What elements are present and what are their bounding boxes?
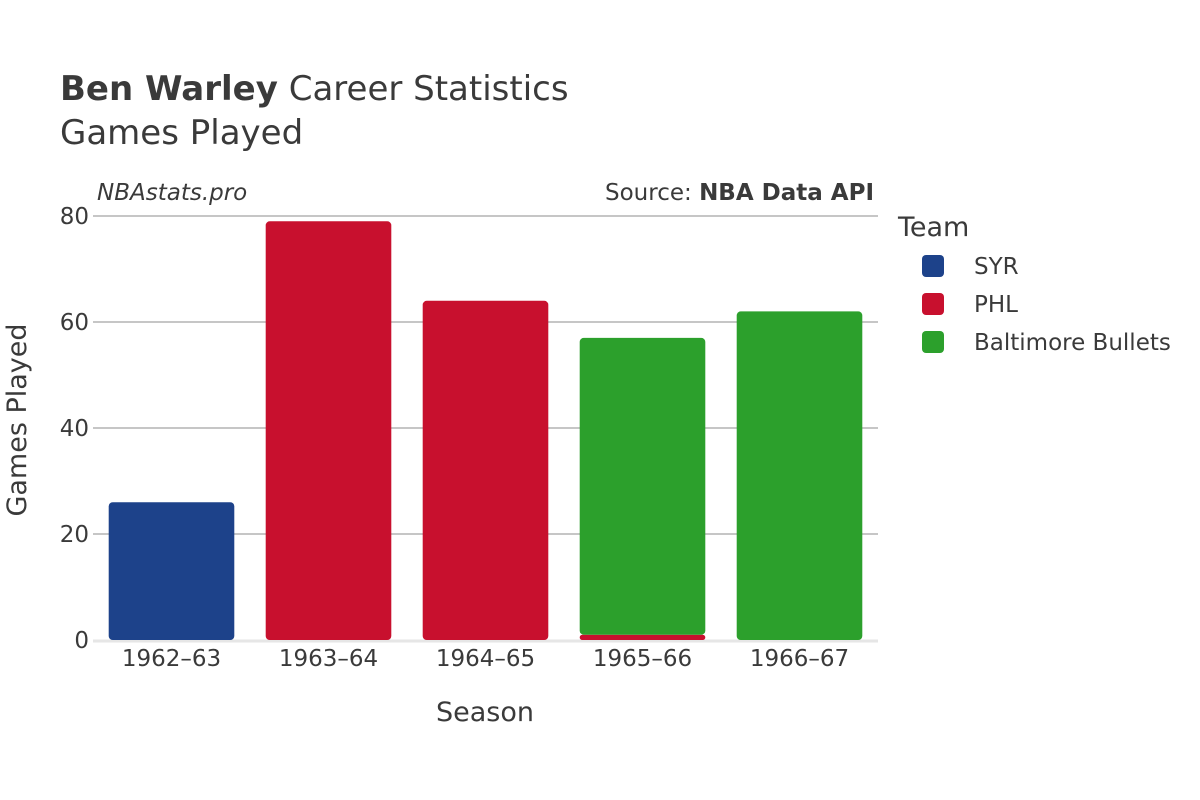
legend-title: Team xyxy=(897,212,969,243)
legend-label: Baltimore Bullets xyxy=(974,330,1171,356)
x-tick-label: 1963–64 xyxy=(279,646,378,672)
legend-label: SYR xyxy=(974,254,1019,280)
bar-baltimore-bullets xyxy=(736,311,863,640)
source-name: NBA Data API xyxy=(699,180,874,206)
player-name: Ben Warley xyxy=(60,69,278,109)
x-tick-labels: 1962–63 1963–64 1964–65 1965–66 1966–67 xyxy=(122,646,849,672)
y-tick-label: 60 xyxy=(60,310,89,336)
source-prefix: Source: xyxy=(605,180,699,206)
legend-swatch xyxy=(922,255,944,277)
chart-subtitle: Games Played xyxy=(60,113,303,153)
x-tick-label: 1964–65 xyxy=(436,646,535,672)
legend-label: PHL xyxy=(974,292,1018,318)
y-tick-label: 80 xyxy=(60,204,89,230)
x-tick-label: 1965–66 xyxy=(593,646,692,672)
bar-baltimore-bullets xyxy=(579,337,706,635)
legend-swatch xyxy=(922,293,944,315)
chart-title: Ben Warley Career Statistics xyxy=(60,69,569,109)
watermark: NBAstats.pro xyxy=(97,180,247,206)
y-tick-labels: 0 20 40 60 80 xyxy=(60,204,89,654)
bar-phl xyxy=(265,221,392,641)
bar-syr xyxy=(108,502,235,640)
bars xyxy=(108,221,863,641)
bar-phl xyxy=(422,300,549,640)
y-axis-label: Games Played xyxy=(2,323,33,516)
x-axis-label: Season xyxy=(436,697,534,728)
x-tick-label: 1962–63 xyxy=(122,646,221,672)
legend: SYR PHL Baltimore Bullets xyxy=(922,254,1171,356)
legend-swatch xyxy=(922,331,944,353)
y-tick-label: 40 xyxy=(60,416,89,442)
title-rest: Career Statistics xyxy=(289,69,569,109)
y-tick-label: 20 xyxy=(60,522,89,548)
x-tick-label: 1966–67 xyxy=(750,646,849,672)
bar-phl xyxy=(579,634,706,640)
y-tick-label: 0 xyxy=(74,628,89,654)
source-credit: Source: NBA Data API xyxy=(605,180,874,206)
